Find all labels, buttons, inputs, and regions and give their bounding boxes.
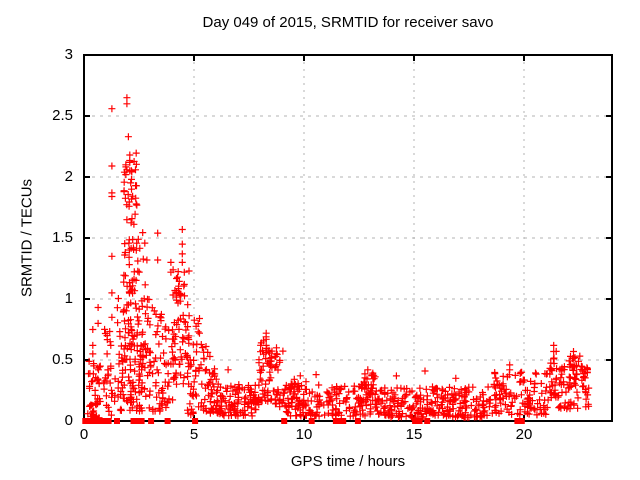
chart-title: Day 049 of 2015, SRMTID for receiver sav… xyxy=(202,14,494,31)
y-tick-label: 0 xyxy=(64,412,73,429)
x-tick-label: 10 xyxy=(295,426,313,443)
data-points-plus-markers xyxy=(84,94,593,422)
x-axis-label: GPS time / hours xyxy=(290,453,406,470)
x-tick-label: 0 xyxy=(79,426,89,443)
x-tick-label: 20 xyxy=(515,426,533,443)
data-points-zero-squares xyxy=(82,418,525,424)
y-tick-label: 1 xyxy=(64,290,73,307)
y-tick-label: 0.5 xyxy=(52,351,73,368)
y-tick-label: 2.5 xyxy=(52,107,73,124)
y-tick-label: 3 xyxy=(64,46,73,63)
horizontal-gridlines xyxy=(84,115,612,361)
plot-border xyxy=(83,54,613,422)
x-tick-label: 15 xyxy=(405,426,423,443)
vertical-gridlines xyxy=(193,55,525,421)
x-tick-label: 5 xyxy=(189,426,199,443)
y-tick-label: 2 xyxy=(64,168,73,185)
y-tick-label: 1.5 xyxy=(52,229,73,246)
